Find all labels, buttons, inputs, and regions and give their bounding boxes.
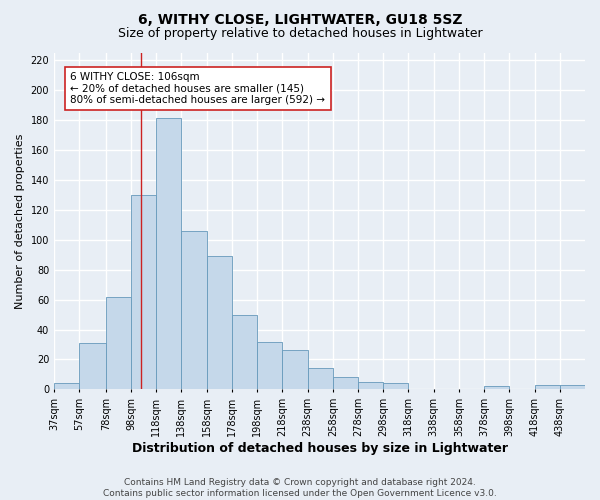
- Bar: [54, 384, 79, 390]
- Text: Size of property relative to detached houses in Lightwater: Size of property relative to detached ho…: [118, 28, 482, 40]
- Y-axis label: Number of detached properties: Number of detached properties: [15, 134, 25, 308]
- Text: 6, WITHY CLOSE, LIGHTWATER, GU18 5SZ: 6, WITHY CLOSE, LIGHTWATER, GU18 5SZ: [138, 12, 462, 26]
- Bar: [206, 256, 232, 390]
- Bar: [560, 385, 585, 390]
- Bar: [333, 378, 358, 390]
- Bar: [257, 342, 283, 390]
- Bar: [535, 385, 560, 390]
- Bar: [232, 314, 257, 390]
- Bar: [181, 230, 206, 390]
- Text: Contains HM Land Registry data © Crown copyright and database right 2024.
Contai: Contains HM Land Registry data © Crown c…: [103, 478, 497, 498]
- Bar: [308, 368, 333, 390]
- Bar: [106, 296, 131, 390]
- Bar: [156, 118, 181, 390]
- Bar: [283, 350, 308, 390]
- Bar: [131, 195, 156, 390]
- Bar: [358, 382, 383, 390]
- Bar: [79, 343, 106, 390]
- Text: 6 WITHY CLOSE: 106sqm
← 20% of detached houses are smaller (145)
80% of semi-det: 6 WITHY CLOSE: 106sqm ← 20% of detached …: [70, 72, 325, 105]
- Bar: [383, 384, 409, 390]
- X-axis label: Distribution of detached houses by size in Lightwater: Distribution of detached houses by size …: [131, 442, 508, 455]
- Bar: [484, 386, 509, 390]
